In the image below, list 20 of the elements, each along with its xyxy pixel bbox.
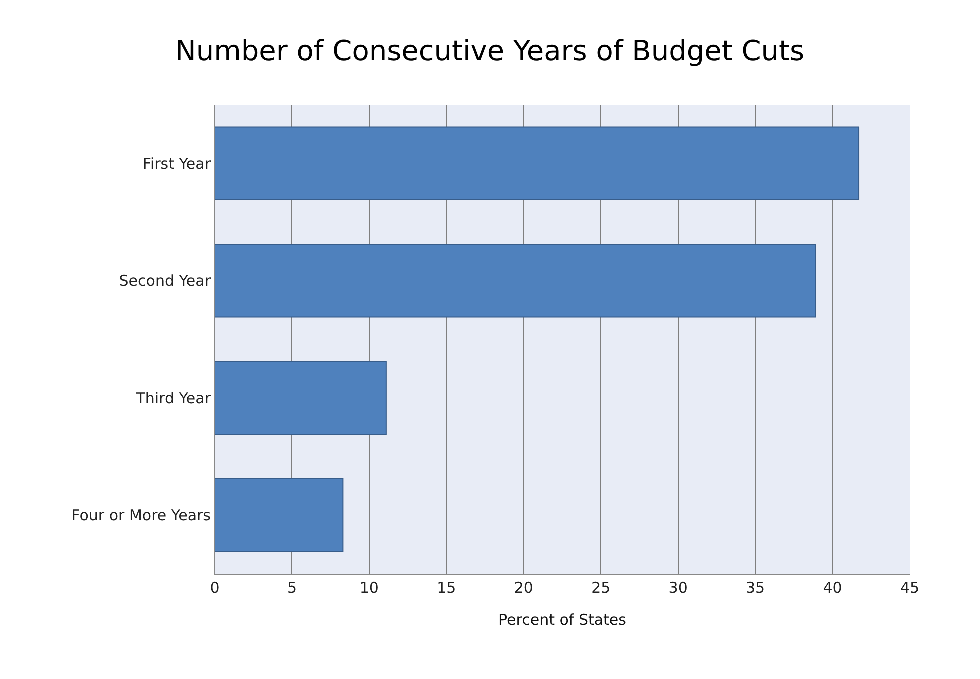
y-tick-label: Four or More Years [72,506,212,525]
x-tick-label: 30 [668,579,688,597]
x-tick-label: 20 [514,579,534,597]
bar [215,244,816,318]
y-tick-label: Second Year [119,272,212,290]
chart-title: Number of Consecutive Years of Budget Cuts [175,34,805,68]
x-tick-label: 10 [360,579,379,597]
y-tick-label: Third Year [135,389,212,408]
x-tick-label: 45 [900,579,920,597]
x-tick-label: 40 [823,579,842,597]
x-tick-label: 0 [210,579,220,597]
x-tick-label: 5 [287,579,297,597]
x-tick-label: 15 [437,579,456,597]
bar [215,361,387,435]
x-tick-label: 35 [746,579,766,597]
x-tick-label: 25 [592,579,611,597]
y-tick-label: First Year [142,154,212,173]
x-axis-title: Percent of States [498,611,627,629]
bar [215,478,344,552]
bar [215,126,860,200]
